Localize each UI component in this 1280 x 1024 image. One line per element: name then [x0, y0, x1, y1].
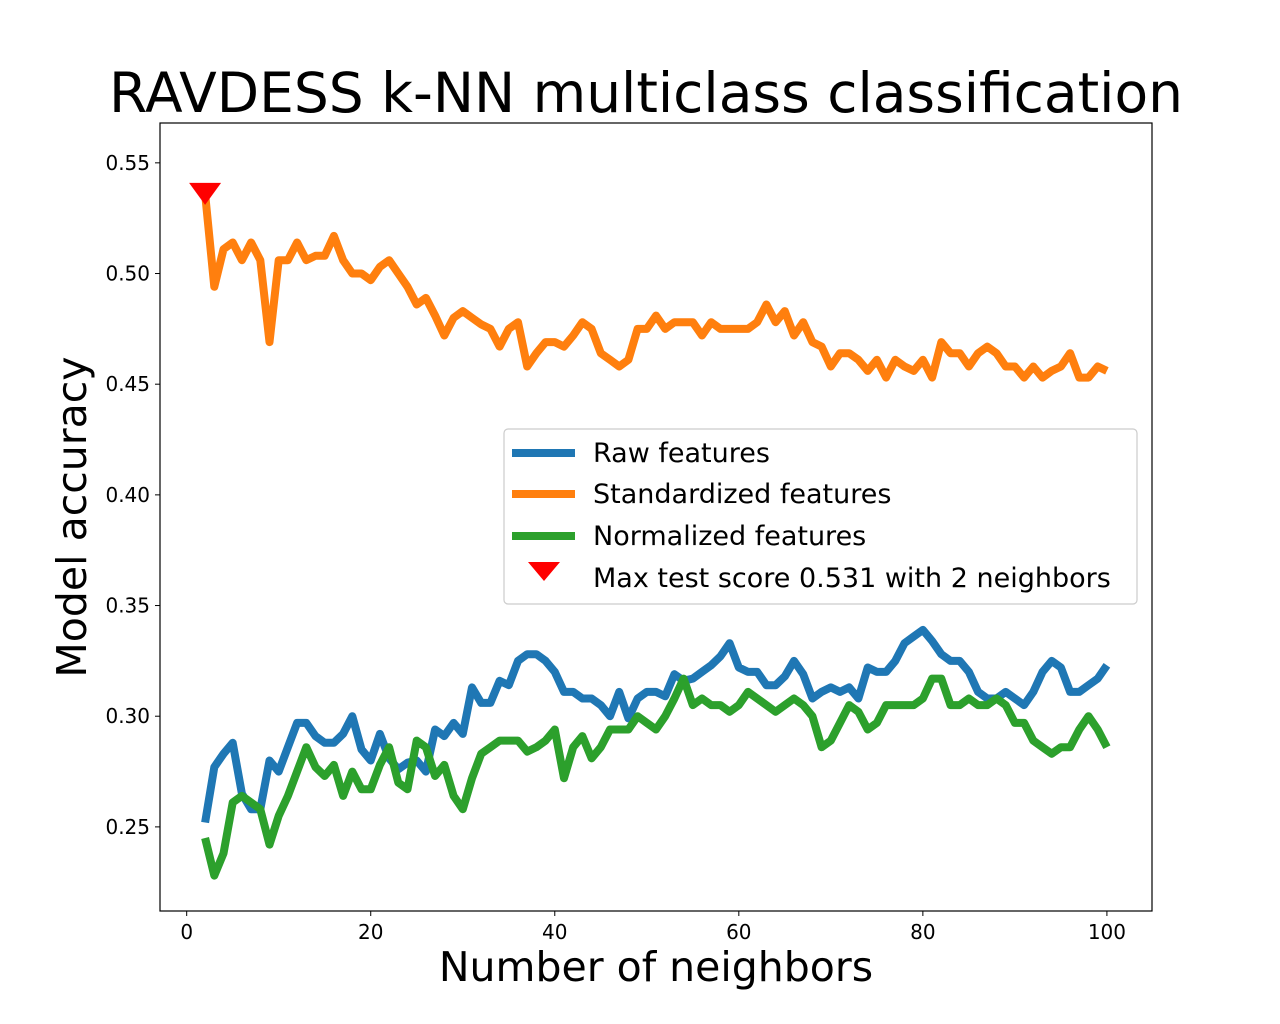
max-score-marker [189, 182, 222, 205]
x-tick-label: 40 [542, 920, 567, 944]
y-axis: 0.25 0.30 0.35 0.40 0.45 0.50 0.55 [105, 151, 160, 839]
series-line-standardized [201, 193, 1109, 382]
y-tick-label: 0.40 [105, 483, 150, 507]
y-tick-label: 0.55 [105, 151, 150, 175]
y-tick-label: 0.50 [105, 262, 150, 286]
x-tick-label: 100 [1088, 920, 1126, 944]
x-axis-label: Number of neighbors [439, 943, 873, 991]
marker-layer [189, 182, 222, 205]
series-line-normalized [201, 674, 1111, 880]
y-tick-label: 0.30 [105, 704, 150, 728]
x-tick-label: 0 [180, 920, 193, 944]
plot-frame [159, 122, 1153, 912]
y-tick-label: 0.45 [105, 372, 150, 396]
x-tick-label: 60 [726, 920, 751, 944]
legend-label-normalized: Normalized features [593, 521, 866, 552]
legend-label-standardized: Standardized features [593, 479, 891, 510]
y-tick-label: 0.25 [105, 815, 150, 839]
legend: Raw features Standardized features Norma… [503, 428, 1138, 605]
series-layer [201, 193, 1111, 880]
legend-label-max-marker: Max test score 0.531 with 2 neighbors [593, 563, 1111, 594]
x-tick-label: 80 [910, 920, 935, 944]
chart-title: RAVDESS k-NN multiclass classification [109, 61, 1183, 125]
y-tick-label: 0.35 [105, 594, 150, 618]
y-axis-label: Model accuracy [48, 356, 96, 677]
series-line-raw [201, 625, 1111, 824]
legend-swatch-max-marker [528, 562, 560, 581]
x-axis: 0 20 40 60 80 100 [180, 911, 1126, 944]
legend-label-raw: Raw features [593, 438, 770, 469]
legend-box [503, 428, 1138, 605]
x-tick-label: 20 [358, 920, 383, 944]
